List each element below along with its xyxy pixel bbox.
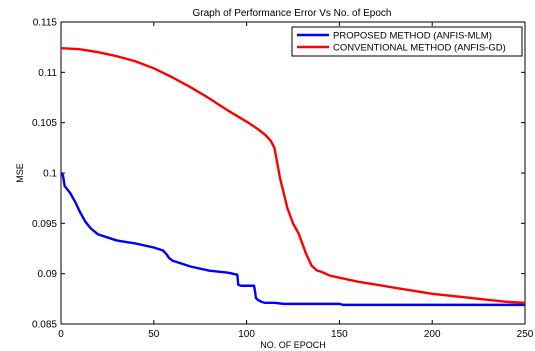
plot-area <box>60 21 526 325</box>
x-tick-label: 50 <box>148 329 160 340</box>
series-line-2 <box>60 46 526 305</box>
legend-label-2: CONVENTIONAL METHOD (ANFIS-GD) <box>333 43 506 54</box>
y-tick-label: 0.1 <box>43 169 57 180</box>
x-tick-label: 200 <box>424 329 441 340</box>
series-line-1 <box>60 172 525 307</box>
x-axis-label: NO. OF EPOCH <box>260 340 326 350</box>
legend-box <box>291 26 523 57</box>
y-tick-label: 0.115 <box>33 18 58 29</box>
chart-title: Graph of Performance Error Vs No. of Epo… <box>193 8 392 19</box>
y-tick-label: 0.09 <box>38 269 58 280</box>
y-axis-label: MSE <box>15 163 25 183</box>
y-tick-label: 0.11 <box>38 68 57 79</box>
y-tick-label: 0.105 <box>32 118 57 129</box>
x-tick-label: 150 <box>331 329 348 340</box>
y-tick-label: 0.085 <box>32 320 57 331</box>
x-tick-label: 100 <box>238 329 255 340</box>
x-tick-label: 250 <box>517 329 534 340</box>
legend-label-1: PROPOSED METHOD (ANFIS-MLM) <box>333 31 492 42</box>
y-tick-label: 0.095 <box>32 219 57 230</box>
x-tick-label: 0 <box>58 329 64 340</box>
legend: PROPOSED METHOD (ANFIS-MLM)CONVENTIONAL … <box>291 26 523 57</box>
